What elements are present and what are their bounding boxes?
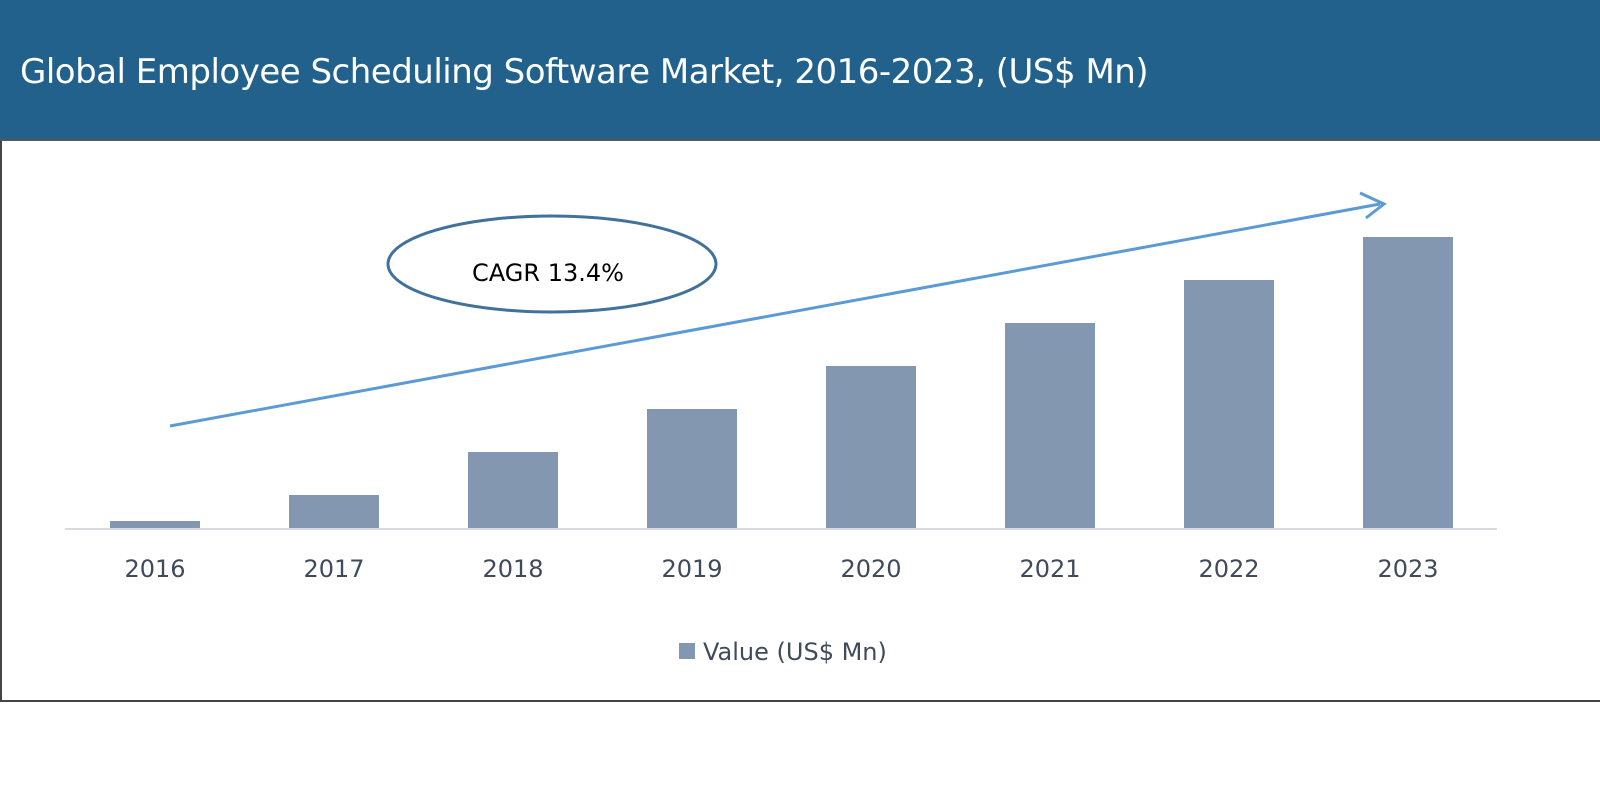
- bar-2020: [826, 366, 916, 528]
- trend-arrow-line: [169, 202, 1381, 428]
- cagr-ellipse: [386, 214, 718, 314]
- x-tick-label: 2019: [661, 555, 722, 583]
- legend-swatch: [679, 643, 695, 659]
- trend-arrow-head-icon: [1359, 191, 1387, 220]
- bar-2017: [289, 495, 379, 528]
- bar-2023: [1363, 237, 1453, 528]
- cagr-label: CAGR 13.4%: [472, 259, 624, 287]
- chart-title: Global Employee Scheduling Software Mark…: [20, 52, 1149, 92]
- bar-2019: [647, 409, 737, 528]
- x-tick-label: 2020: [840, 555, 901, 583]
- x-tick-label: 2016: [124, 555, 185, 583]
- x-tick-label: 2021: [1019, 555, 1080, 583]
- x-tick-label: 2018: [482, 555, 543, 583]
- x-tick-label: 2017: [303, 555, 364, 583]
- legend-label: Value (US$ Mn): [703, 638, 887, 666]
- bar-2016: [110, 521, 200, 528]
- bar-2022: [1184, 280, 1274, 528]
- chart-header: Global Employee Scheduling Software Mark…: [0, 0, 1600, 141]
- bar-2021: [1005, 323, 1095, 528]
- x-tick-label: 2023: [1377, 555, 1438, 583]
- chart-frame: [0, 0, 1600, 702]
- bar-2018: [468, 452, 558, 528]
- x-tick-label: 2022: [1198, 555, 1259, 583]
